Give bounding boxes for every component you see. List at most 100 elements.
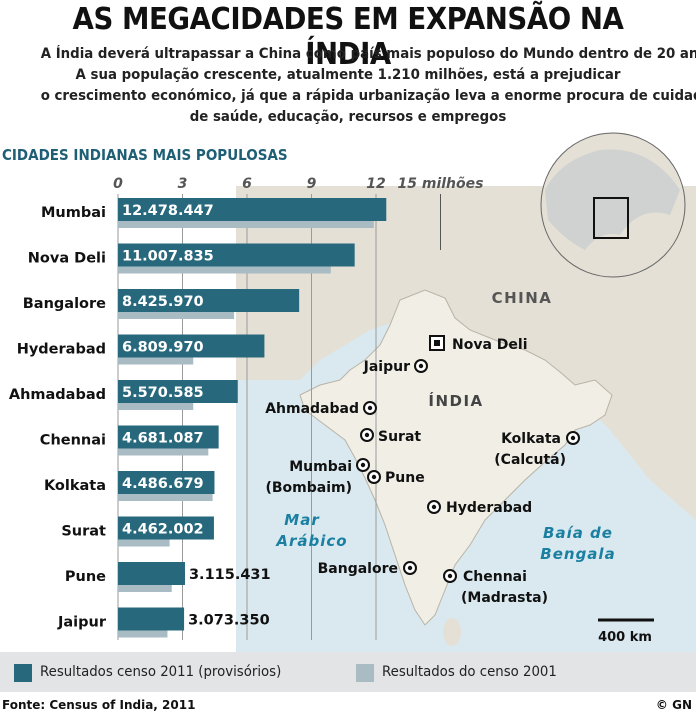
bar-2001 xyxy=(118,447,209,456)
city-marker-center xyxy=(367,405,373,411)
city-label: Jaipur xyxy=(363,359,410,375)
legend: Resultados censo 2011 (provisórios) Resu… xyxy=(0,652,696,692)
bar-2011 xyxy=(118,425,219,449)
bar-2001 xyxy=(118,629,168,638)
category-label: Pune xyxy=(65,569,106,585)
subtitle-line: A sua população crescente, atualmente 1.… xyxy=(75,67,621,83)
category-label: Chennai xyxy=(40,433,106,449)
bar-value-label: 5.570.585 xyxy=(122,385,204,401)
city-marker-center xyxy=(570,435,576,441)
china-label: CHINA xyxy=(492,289,553,307)
city-label: Hyderabad xyxy=(446,500,532,516)
city-label: Pune xyxy=(385,470,425,486)
x-tick-label: 6 xyxy=(242,176,252,192)
category-label: Surat xyxy=(61,524,106,540)
sea-label: Arábico xyxy=(275,532,347,550)
bar-2001 xyxy=(118,265,331,274)
legend-label-2011: Resultados censo 2011 (provisórios) xyxy=(40,664,282,680)
city-marker-center xyxy=(407,565,413,571)
subtitle-line: de saúde, educação, recursos e empregos xyxy=(189,109,507,125)
globe-india-box xyxy=(593,197,629,239)
category-label: Hyderabad xyxy=(17,342,106,358)
bar-value-label: 4.681.087 xyxy=(122,431,204,447)
bar-2011 xyxy=(118,562,185,585)
category-label: Bangalore xyxy=(23,296,106,312)
bar-2001 xyxy=(118,220,374,228)
x-axis-unit-label: 15 milhões xyxy=(398,176,484,192)
legend-swatch-2011 xyxy=(14,664,32,682)
scale-label: 400 km xyxy=(598,630,652,645)
city-label: Bangalore xyxy=(318,561,398,577)
x-tick-label: 12 xyxy=(366,176,385,192)
source-note: Fonte: Census of India, 2011 xyxy=(2,698,196,712)
x-tick-label: 9 xyxy=(307,176,317,192)
category-label: Ahmadabad xyxy=(9,387,106,403)
city-label: Mumbai xyxy=(289,459,352,475)
category-label: Kolkata xyxy=(44,478,106,494)
city-marker-center xyxy=(431,504,437,510)
legend-swatch-2001 xyxy=(356,664,374,682)
category-label: Nova Deli xyxy=(28,251,106,267)
city-label: Chennai xyxy=(463,569,527,585)
bar-2001 xyxy=(118,584,172,592)
city-label-alt: (Calcutá) xyxy=(494,452,566,468)
bar-2001 xyxy=(118,311,235,319)
city-label-alt: (Bombaim) xyxy=(265,480,352,496)
bar-value-label: 6.809.970 xyxy=(122,340,204,356)
sri-lanka xyxy=(443,618,461,646)
city-label: Ahmadabad xyxy=(265,401,359,417)
bar-value-label: 3.115.431 xyxy=(189,567,271,583)
bar-value-label: 4.486.679 xyxy=(122,476,204,492)
category-label: Mumbai xyxy=(41,205,106,221)
bar-2001 xyxy=(118,538,170,547)
globe-land xyxy=(545,149,680,250)
bar-2011 xyxy=(118,243,355,267)
city-marker-center xyxy=(447,573,453,579)
legend-label-2001: Resultados do censo 2001 xyxy=(382,664,557,680)
x-tick-label: 3 xyxy=(178,176,188,192)
bar-2011 xyxy=(118,516,214,540)
city-label: Nova Deli xyxy=(452,337,528,353)
subtitle: A Índia deverá ultrapassar a China como … xyxy=(14,44,696,128)
bar-2011 xyxy=(118,289,300,312)
bar-2001 xyxy=(118,402,194,410)
chart-and-map: 0 3 6 9 12 15 milhões Mumbai 12.478.447 Nova De… xyxy=(9,132,696,652)
bar-2011 xyxy=(118,334,265,358)
sea-label: Mar xyxy=(284,511,320,529)
bar-2011 xyxy=(118,380,238,403)
bar-value-label: 12.478.447 xyxy=(122,203,214,219)
bar-value-label: 4.462.002 xyxy=(122,522,204,538)
city-label: Kolkata xyxy=(501,431,561,447)
category-label: Jaipur xyxy=(57,615,107,631)
city-marker-center xyxy=(364,432,370,438)
city-marker-center xyxy=(418,363,424,369)
bar-2011 xyxy=(118,198,387,221)
capital-marker-center xyxy=(434,340,440,346)
x-tick-label: 0 xyxy=(113,176,123,192)
bar-value-label: 3.073.350 xyxy=(188,613,270,629)
page-title: AS MEGACIDADES EM EXPANSÃO NA ÍNDIA xyxy=(72,2,624,72)
sea-label: Baía de xyxy=(543,524,613,542)
chart-title: CIDADES INDIANAS MAIS POPULOSAS xyxy=(2,146,288,164)
bar-2001 xyxy=(118,356,194,365)
bar-value-label: 8.425.970 xyxy=(122,294,204,310)
scale-bar: 400 km xyxy=(598,618,654,645)
india-land xyxy=(299,289,613,626)
credit: © GN xyxy=(655,698,692,712)
city-marker-center xyxy=(371,474,377,480)
map-cities: Nova Deli Jaipur Ahmadabad Surat Mumbai (Bomb… xyxy=(265,335,580,606)
city-label: Surat xyxy=(378,429,421,445)
sea-label: Bengala xyxy=(540,545,615,563)
subtitle-line: A Índia deverá ultrapassar a China como … xyxy=(40,46,696,62)
bar-value-label: 11.007.835 xyxy=(122,249,214,265)
city-marker-center xyxy=(360,462,366,468)
globe-locator xyxy=(540,132,686,278)
subtitle-line: o crescimento económico, já que a rápida… xyxy=(40,88,696,104)
bar-2001 xyxy=(118,493,213,501)
bar-2011 xyxy=(118,471,215,494)
india-label: ÍNDIA xyxy=(428,391,483,410)
chart-bars: Mumbai 12.478.447 Nova Deli 11.007.835 Banga… xyxy=(9,198,387,638)
bar-2011 xyxy=(118,607,185,631)
city-label-alt: (Madrasta) xyxy=(461,590,548,606)
